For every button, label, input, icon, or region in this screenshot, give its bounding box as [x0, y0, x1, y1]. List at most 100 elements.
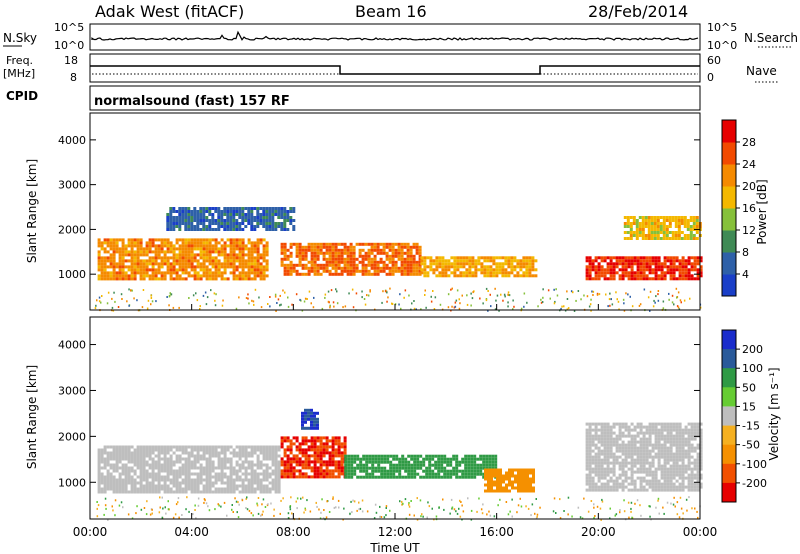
y-tick-label: 2000 — [58, 430, 86, 443]
colorbar-cell — [722, 230, 736, 253]
colorbar-cell — [722, 330, 736, 350]
y-tick-label: 1000 — [58, 476, 86, 489]
colorbar-cell — [722, 274, 736, 297]
colorbar-cell — [722, 164, 736, 187]
colorbar-cell — [722, 368, 736, 388]
freq-label: Freq. — [6, 54, 33, 67]
colorbar-cell — [722, 120, 736, 143]
colorbar-frame — [721, 329, 737, 503]
y-tick-label: 4000 — [58, 134, 86, 147]
power-y-label: Slant Range [km] — [25, 159, 39, 263]
date-title: 28/Feb/2014 — [588, 2, 688, 21]
power-region — [280, 242, 422, 276]
colorbar-cell — [722, 425, 736, 446]
y-tick-label: 1000 — [58, 268, 86, 281]
colorbar-tick-label: 24 — [742, 158, 756, 171]
freq-unit-label: [MHz] — [3, 67, 35, 80]
velocity-region — [484, 468, 535, 493]
x-tick-label: 08:00 — [276, 525, 311, 539]
velocity-y-label: Slant Range [km] — [25, 365, 39, 469]
x-axis-label: Time UT — [369, 541, 420, 554]
freq-tick-bottom: 8 — [70, 71, 77, 84]
sky-tick-bottom-left: 10^0 — [54, 39, 84, 52]
sky-left-label: N.Sky — [3, 31, 37, 45]
cpid-program: normalsound (fast) 157 RF — [94, 94, 290, 109]
nave-tick-bottom: 0 — [707, 71, 714, 84]
nave-label: Nave — [746, 64, 777, 78]
velocity-y-axis: 1000 2000 3000 4000 — [58, 339, 700, 489]
freq-line — [90, 65, 700, 75]
colorbar-tick-label: 200 — [742, 343, 763, 356]
x-tick-label: 16:00 — [479, 525, 514, 539]
colorbar-cell — [722, 444, 736, 465]
colorbar-tick-label: -200 — [742, 477, 767, 490]
colorbar-cell — [722, 463, 736, 484]
sky-noise-line — [91, 30, 699, 41]
sky-tick-bottom-right: 10^0 — [707, 39, 737, 52]
cpid-panel-frame — [89, 85, 701, 111]
velocity-colorbar-label: Velocity [m s⁻¹] — [767, 367, 781, 460]
y-tick-label: 4000 — [58, 339, 86, 352]
y-tick-label: 3000 — [58, 179, 86, 192]
colorbar-cell — [722, 208, 736, 231]
colorbar-tick-label: 20 — [742, 180, 756, 193]
colorbar-tick-label: 50 — [742, 381, 756, 394]
search-right-label: N.Search — [744, 31, 798, 45]
colorbar-cell — [722, 252, 736, 275]
x-tick-label: 20:00 — [581, 525, 616, 539]
colorbar-cell — [722, 142, 736, 165]
colorbar-cell — [722, 186, 736, 209]
x-tick-label: 00:00 — [683, 525, 718, 539]
colorbar-cell — [722, 406, 736, 426]
power-region — [166, 207, 296, 231]
sky-tick-top-left: 10^5 — [54, 21, 84, 34]
colorbar-cell — [722, 349, 736, 369]
power-speckle — [94, 287, 702, 312]
colorbar-cell — [722, 482, 736, 503]
freq-trace — [90, 65, 700, 75]
cpid-label: CPID — [6, 89, 38, 103]
power-region — [97, 238, 269, 281]
colorbar-tick-label: 16 — [742, 202, 756, 215]
colorbar-tick-label: 4 — [742, 268, 749, 281]
power-region — [420, 256, 538, 278]
y-tick-label: 3000 — [58, 384, 86, 397]
colorbar-tick-label: 28 — [742, 136, 756, 149]
power-colorbar-label: Power [dB] — [755, 179, 769, 244]
velocity-region — [344, 454, 498, 479]
velocity-speckle — [96, 496, 701, 521]
freq-panel-frame — [89, 53, 701, 83]
colorbar-tick-label: -15 — [742, 420, 760, 433]
sky-noise-trace — [91, 30, 699, 41]
x-tick-label: 12:00 — [378, 525, 413, 539]
colorbar-tick-label: 12 — [742, 224, 756, 237]
power-y-axis: 1000 2000 3000 4000 — [58, 134, 700, 281]
colorbar-tick-label: -50 — [742, 439, 760, 452]
velocity-region — [280, 436, 347, 479]
nave-tick-top: 60 — [707, 54, 721, 67]
velocity-heatmap — [96, 408, 703, 521]
velocity-region — [301, 408, 319, 430]
colorbar-tick-label: 8 — [742, 246, 749, 259]
power-region — [623, 216, 702, 240]
x-tick-label: 00:00 — [73, 525, 108, 539]
power-region — [585, 256, 703, 281]
sky-tick-top-right: 10^5 — [707, 21, 737, 34]
colorbar-tick-label: 15 — [742, 400, 756, 413]
time-x-axis: 00:00 04:00 08:00 12:00 16:00 20:00 00:00 — [73, 304, 718, 539]
y-tick-label: 2000 — [58, 223, 86, 236]
beam-title: Beam 16 — [355, 2, 427, 21]
power-colorbar: 4 8 12 16 20 24 28 — [721, 119, 756, 297]
colorbar-tick-label: 100 — [742, 362, 763, 375]
colorbar-cell — [722, 387, 736, 407]
velocity-region — [97, 445, 281, 494]
colorbar-tick-label: -100 — [742, 458, 767, 471]
sky-panel-frame — [89, 23, 701, 51]
power-heatmap — [94, 207, 703, 312]
x-tick-label: 04:00 — [174, 525, 209, 539]
velocity-colorbar: 200 100 50 15 -15 -50 -100 -200 — [721, 329, 767, 503]
freq-tick-top: 18 — [64, 54, 78, 67]
velocity-region — [585, 422, 703, 492]
station-title: Adak West (fitACF) — [95, 2, 244, 21]
